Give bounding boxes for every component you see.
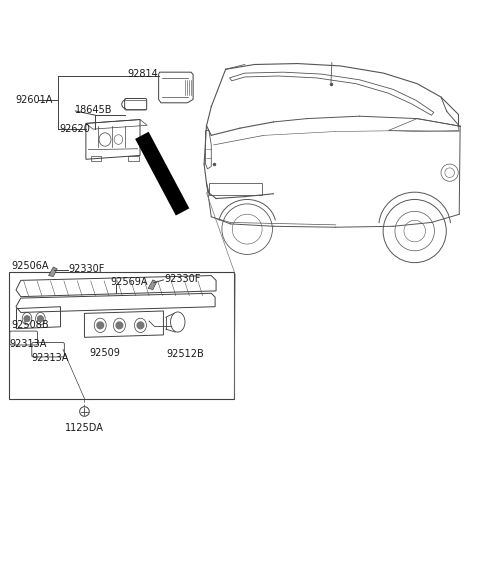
Text: 92330F: 92330F bbox=[69, 264, 105, 274]
Text: 92569A: 92569A bbox=[111, 278, 148, 287]
Circle shape bbox=[97, 322, 104, 329]
Bar bbox=[91, 156, 101, 161]
Text: 92620: 92620 bbox=[59, 124, 90, 134]
Bar bbox=[9, 272, 234, 399]
Circle shape bbox=[24, 316, 30, 321]
Polygon shape bbox=[48, 267, 57, 276]
Circle shape bbox=[116, 322, 123, 329]
Text: 92313A: 92313A bbox=[9, 339, 47, 350]
Text: 92506A: 92506A bbox=[11, 261, 49, 271]
Bar bbox=[209, 183, 262, 195]
Text: 92313A: 92313A bbox=[32, 353, 69, 364]
Text: 92512B: 92512B bbox=[167, 349, 204, 358]
Text: 92601A: 92601A bbox=[15, 95, 52, 106]
Circle shape bbox=[37, 316, 43, 321]
Circle shape bbox=[137, 322, 144, 329]
Text: 1125DA: 1125DA bbox=[65, 422, 104, 433]
Bar bbox=[128, 156, 139, 161]
Text: 92814: 92814 bbox=[128, 69, 158, 79]
Text: 92508B: 92508B bbox=[11, 320, 49, 331]
Text: 92330F: 92330F bbox=[164, 274, 201, 284]
Text: 18645B: 18645B bbox=[75, 105, 112, 115]
Polygon shape bbox=[148, 280, 157, 290]
Text: 92509: 92509 bbox=[89, 347, 120, 358]
